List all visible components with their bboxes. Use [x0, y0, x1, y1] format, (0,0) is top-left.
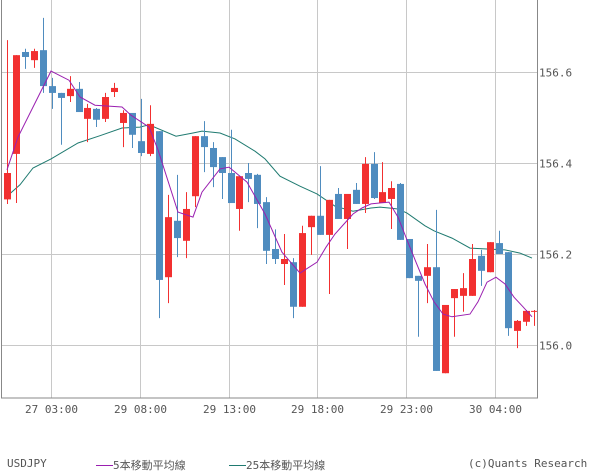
- candle-down: [49, 77, 56, 109]
- candle-down: [138, 98, 145, 157]
- candle-up: [531, 309, 538, 326]
- candle-up: [442, 304, 449, 374]
- candle-up: [111, 82, 118, 98]
- candle-down: [353, 183, 360, 204]
- candle-up: [236, 176, 243, 231]
- candle-down: [228, 129, 235, 204]
- candlestick-chart: 156.0 156.2 156.4 156.6 27 03:00 29 08:00 29 1…: [1, 0, 572, 416]
- y-tick-label: 156.4: [539, 158, 572, 171]
- ma5-line: [6, 70, 533, 318]
- ma5-label: 5本移動平均線: [113, 459, 186, 472]
- ma25-polyline: [6, 124, 533, 259]
- candles: [4, 17, 538, 374]
- candle-down: [201, 121, 208, 173]
- candle-down: [433, 209, 440, 371]
- ma25-label: 25本移動平均線: [246, 459, 326, 472]
- candle-up: [165, 194, 172, 304]
- candle-down: [371, 152, 378, 199]
- candle-down: [156, 131, 163, 319]
- candle-down: [397, 183, 404, 240]
- x-tick-label: 29 13:00: [203, 403, 256, 416]
- candle-down: [478, 249, 485, 286]
- candle-down: [40, 17, 47, 93]
- candle-up: [102, 92, 109, 123]
- legend-item-ma25: 25本移動平均線: [229, 457, 325, 473]
- candle-up: [362, 157, 369, 214]
- legend-item-ma5: 5本移動平均線: [96, 457, 186, 473]
- candle-up: [4, 40, 11, 204]
- candle-down: [335, 188, 342, 219]
- candle-up: [192, 136, 199, 208]
- candle-up: [379, 162, 386, 204]
- candle-up: [424, 243, 431, 304]
- candle-down: [505, 252, 512, 336]
- candle-down: [415, 275, 422, 337]
- candle-up: [299, 225, 306, 307]
- y-tick-label: 156.2: [539, 249, 572, 262]
- candle-up: [67, 76, 74, 103]
- ma5-swatch-icon: [96, 464, 113, 466]
- candle-up: [84, 103, 91, 143]
- y-tick-label: 156.6: [539, 67, 572, 80]
- x-tick-label: 27 03:00: [25, 403, 78, 416]
- candle-down: [22, 48, 29, 69]
- candle-up: [120, 110, 127, 148]
- candle-up: [469, 243, 476, 296]
- candle-up: [388, 181, 395, 229]
- y-tick-label: 156.0: [539, 340, 572, 353]
- grid-lines: [1, 0, 537, 398]
- candle-up: [281, 233, 288, 285]
- candle-up: [451, 289, 458, 337]
- candle-down: [58, 92, 65, 145]
- candle-down: [263, 197, 270, 265]
- candle-up: [326, 199, 333, 295]
- candle-up: [183, 192, 190, 259]
- ma25-line: [6, 124, 533, 259]
- credit-label: (c)Quants Research: [468, 457, 588, 470]
- candle-up: [13, 55, 20, 204]
- x-tick-label: 29 23:00: [380, 403, 433, 416]
- ma25-swatch-icon: [229, 464, 246, 466]
- candle-down: [496, 230, 503, 254]
- candle-down: [219, 157, 226, 199]
- legend: USDJPY 5本移動平均線 25本移動平均線 (c)Quants Resear…: [0, 457, 600, 473]
- candle-down: [174, 174, 181, 258]
- x-tick-label: 29 18:00: [291, 403, 344, 416]
- candle-down: [317, 166, 324, 235]
- candle-down: [245, 163, 252, 203]
- symbol-label: USDJPY: [7, 457, 47, 470]
- ma5-polyline: [6, 70, 533, 318]
- candle-up: [487, 242, 494, 273]
- candle-down: [290, 258, 297, 319]
- candle-up: [523, 309, 530, 326]
- candle-up: [31, 48, 38, 68]
- candle-up: [308, 215, 315, 255]
- x-tick-label: 30 04:00: [469, 403, 522, 416]
- candle-up: [460, 273, 467, 312]
- candle-down: [93, 107, 100, 128]
- candle-up: [344, 193, 351, 249]
- axes: 156.0 156.2 156.4 156.6 27 03:00 29 08:00 29 1…: [1, 0, 572, 416]
- x-tick-label: 29 08:00: [114, 403, 167, 416]
- candle-down: [210, 142, 217, 188]
- candle-down: [129, 112, 136, 148]
- candle-down: [272, 229, 279, 265]
- candle-up: [514, 319, 521, 349]
- plot-border: [1, 0, 538, 399]
